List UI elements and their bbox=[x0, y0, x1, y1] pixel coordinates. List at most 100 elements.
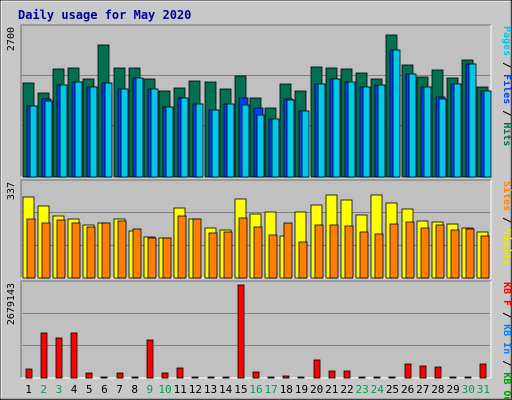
bar-sites-day-2 bbox=[41, 222, 51, 279]
bar-pages-day-4 bbox=[74, 81, 83, 178]
x-tick-label: 23 bbox=[356, 383, 369, 396]
bar-sites-day-20 bbox=[314, 224, 324, 279]
x-tick-label: 15 bbox=[234, 383, 247, 396]
bar-kb-f-day-16 bbox=[252, 371, 260, 379]
chart-title: Daily usage for May 2020 bbox=[18, 8, 191, 22]
bar-kb-f-day-7 bbox=[116, 372, 124, 379]
panel-sites_visits-border-dark bbox=[20, 179, 491, 278]
bar-pages-day-16 bbox=[256, 114, 265, 178]
bar-kb-f-day-31 bbox=[479, 363, 487, 379]
bar-kb-f-day-19 bbox=[297, 376, 305, 379]
bar-kb-f-day-29 bbox=[449, 376, 457, 379]
bar-pages-day-25 bbox=[392, 49, 401, 178]
panel-traffic-scale-label: 2679143 bbox=[6, 283, 17, 325]
bar-pages-day-21 bbox=[332, 78, 341, 178]
x-tick-label: 14 bbox=[219, 383, 233, 396]
bar-kb-f-day-27 bbox=[419, 365, 427, 379]
bar-pages-day-19 bbox=[301, 110, 310, 178]
bar-sites-day-17 bbox=[268, 234, 278, 279]
bar-pages-day-2 bbox=[44, 100, 53, 178]
bar-pages-day-13 bbox=[211, 109, 220, 178]
bar-kb-f-day-28 bbox=[434, 366, 442, 379]
bar-sites-day-14 bbox=[223, 231, 233, 279]
bar-sites-day-13 bbox=[208, 232, 218, 279]
bar-sites-day-4 bbox=[71, 222, 81, 279]
bar-pages-day-15 bbox=[241, 104, 250, 178]
bar-sites-day-21 bbox=[329, 224, 339, 279]
bar-sites-day-16 bbox=[253, 226, 263, 279]
panel-traffic-legend: KB F / KB In / KB Out bbox=[501, 282, 512, 400]
legend-entry: Sites bbox=[501, 181, 512, 211]
x-tick-label: 28 bbox=[431, 383, 444, 396]
panel-hits_files_pages-scale-label: 2700 bbox=[6, 27, 17, 51]
bar-pages-day-18 bbox=[286, 99, 295, 178]
bar-sites-day-24 bbox=[374, 233, 384, 279]
bar-sites-day-6 bbox=[101, 222, 111, 279]
x-tick-label: 18 bbox=[280, 383, 293, 396]
x-tick-label: 29 bbox=[446, 383, 459, 396]
x-tick-label: 7 bbox=[116, 383, 123, 396]
bar-kb-f-day-3 bbox=[55, 337, 63, 379]
x-tick-label: 25 bbox=[386, 383, 399, 396]
bar-kb-f-day-8 bbox=[131, 376, 139, 379]
bar-pages-day-24 bbox=[377, 84, 386, 178]
bar-kb-f-day-2 bbox=[40, 332, 48, 379]
bar-pages-day-6 bbox=[104, 82, 113, 178]
x-tick-label: 22 bbox=[340, 383, 353, 396]
legend-entry: / bbox=[501, 306, 512, 324]
x-tick-label: 31 bbox=[477, 383, 490, 396]
bar-kb-f-day-24 bbox=[373, 376, 381, 379]
legend-entry: Visits bbox=[501, 229, 512, 265]
bar-sites-day-5 bbox=[86, 226, 96, 279]
bar-pages-day-3 bbox=[59, 84, 68, 178]
panel-hits_files_pages-border-dark bbox=[20, 24, 491, 177]
x-tick-label: 1 bbox=[25, 383, 32, 396]
bar-pages-day-27 bbox=[423, 86, 432, 178]
panel-sites_visits-legend: Sites / Visits bbox=[501, 181, 512, 265]
bar-sites-day-23 bbox=[359, 231, 369, 279]
x-tick-label: 11 bbox=[174, 383, 187, 396]
legend-entry: KB Out bbox=[501, 372, 512, 400]
bar-sites-day-9 bbox=[147, 237, 157, 279]
bar-kb-f-day-4 bbox=[70, 332, 78, 379]
bar-kb-f-day-9 bbox=[146, 339, 154, 379]
bar-kb-f-day-12 bbox=[191, 376, 199, 379]
x-tick-label: 16 bbox=[249, 383, 262, 396]
x-tick-label: 17 bbox=[265, 383, 278, 396]
bar-pages-day-7 bbox=[120, 88, 129, 178]
bar-kb-f-day-10 bbox=[161, 372, 169, 379]
bar-kb-f-day-25 bbox=[388, 376, 396, 379]
bar-sites-day-30 bbox=[465, 228, 475, 279]
bar-sites-day-27 bbox=[420, 227, 430, 279]
bar-sites-day-31 bbox=[480, 235, 490, 279]
x-tick-label: 27 bbox=[416, 383, 429, 396]
bar-pages-day-17 bbox=[271, 118, 280, 178]
bar-sites-day-3 bbox=[56, 219, 66, 279]
bar-sites-day-22 bbox=[344, 225, 354, 279]
bar-sites-day-8 bbox=[132, 228, 142, 279]
bar-pages-day-12 bbox=[195, 103, 204, 178]
bar-pages-day-26 bbox=[408, 73, 417, 178]
bar-kb-f-day-11 bbox=[176, 367, 184, 379]
bar-kb-f-day-13 bbox=[207, 376, 215, 379]
bar-kb-f-day-26 bbox=[404, 363, 412, 379]
x-tick-label: 26 bbox=[401, 383, 414, 396]
x-tick-label: 9 bbox=[147, 383, 154, 396]
bar-pages-day-31 bbox=[483, 90, 492, 178]
bar-pages-day-11 bbox=[180, 97, 189, 178]
x-tick-label: 19 bbox=[295, 383, 308, 396]
x-tick-label: 12 bbox=[189, 383, 202, 396]
x-tick-label: 21 bbox=[325, 383, 338, 396]
bar-pages-day-23 bbox=[362, 86, 371, 178]
bar-sites-day-28 bbox=[435, 224, 445, 279]
legend-entry: Hits bbox=[501, 122, 512, 146]
bar-kb-f-day-18 bbox=[282, 375, 290, 379]
x-tick-label: 5 bbox=[86, 383, 93, 396]
x-tick-label: 24 bbox=[371, 383, 385, 396]
legend-entry: / bbox=[501, 56, 512, 74]
panel-sites_visits-scale-label: 337 bbox=[6, 182, 17, 200]
x-tick-label: 4 bbox=[71, 383, 78, 396]
bar-sites-day-29 bbox=[450, 229, 460, 279]
legend-entry: Pages bbox=[501, 26, 512, 56]
